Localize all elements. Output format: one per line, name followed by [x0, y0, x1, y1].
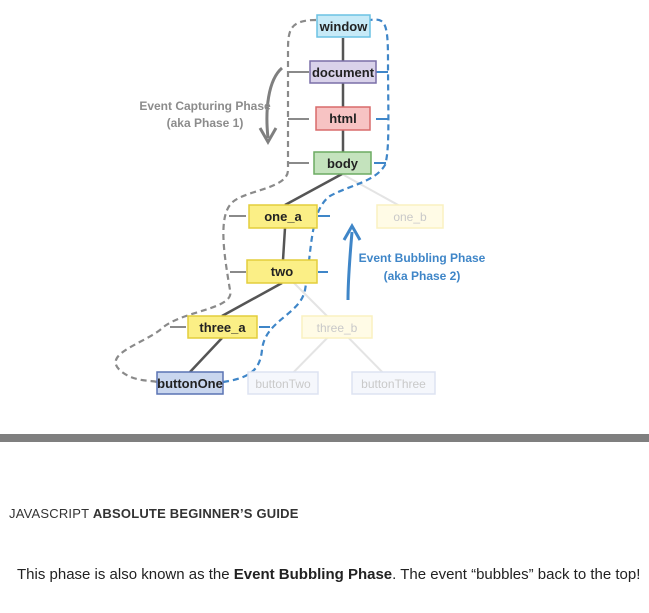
capturing-path — [114, 18, 317, 384]
node-body: body — [313, 151, 372, 175]
node-button-three: buttonThree — [351, 371, 436, 395]
node-html-label: html — [329, 111, 356, 126]
node-three-a-label: three_a — [199, 320, 246, 335]
capturing-ticks — [170, 71, 309, 328]
node-button-two: buttonTwo — [247, 371, 319, 395]
bubbling-path — [222, 18, 390, 384]
node-document: document — [309, 60, 377, 84]
node-one-b-label: one_b — [393, 210, 427, 224]
paragraph-part-2: . The event “bubbles” back to the top! — [392, 566, 641, 583]
bubbling-phase-label: Event Bubbling Phase — [359, 251, 486, 265]
node-three-a: three_a — [187, 315, 258, 339]
capturing-phase-sublabel: (aka Phase 1) — [167, 116, 244, 130]
node-button-two-label: buttonTwo — [255, 377, 311, 391]
node-one-a: one_a — [248, 204, 318, 229]
node-button-one-label: buttonOne — [157, 376, 223, 391]
body-paragraph: This phase is also known as the Event Bu… — [17, 565, 642, 585]
node-window: window — [316, 14, 371, 38]
page-separator — [0, 434, 649, 442]
bubbling-ticks — [259, 71, 388, 328]
node-one-a-label: one_a — [264, 209, 302, 224]
paragraph-part-1: This phase is also known as the — [17, 566, 234, 583]
capturing-arrow — [258, 66, 284, 146]
node-button-one: buttonOne — [156, 371, 224, 395]
bubbling-arrow — [342, 222, 362, 301]
node-three-b-label: three_b — [317, 321, 358, 335]
node-three-b: three_b — [301, 315, 373, 339]
node-one-b: one_b — [376, 204, 444, 229]
node-document-label: document — [312, 65, 375, 80]
bubbling-phase-sublabel: (aka Phase 2) — [384, 269, 461, 283]
node-button-three-label: buttonThree — [361, 377, 426, 391]
node-window-label: window — [319, 19, 369, 34]
node-two-label: two — [271, 264, 293, 279]
book-header-prefix: JAVASCRIPT — [9, 506, 93, 521]
node-html: html — [315, 106, 371, 131]
node-two: two — [246, 259, 318, 284]
book-header: JAVASCRIPT ABSOLUTE BEGINNER’S GUIDE — [9, 506, 299, 521]
tree-connectors — [189, 38, 345, 373]
paragraph-bold: Event Bubbling Phase — [233, 566, 393, 583]
capturing-phase-label: Event Capturing Phase — [139, 99, 271, 113]
node-body-label: body — [327, 156, 359, 171]
book-header-title: ABSOLUTE BEGINNER’S GUIDE — [92, 506, 299, 521]
event-propagation-diagram: window document html body one_a one_b tw… — [114, 14, 486, 395]
